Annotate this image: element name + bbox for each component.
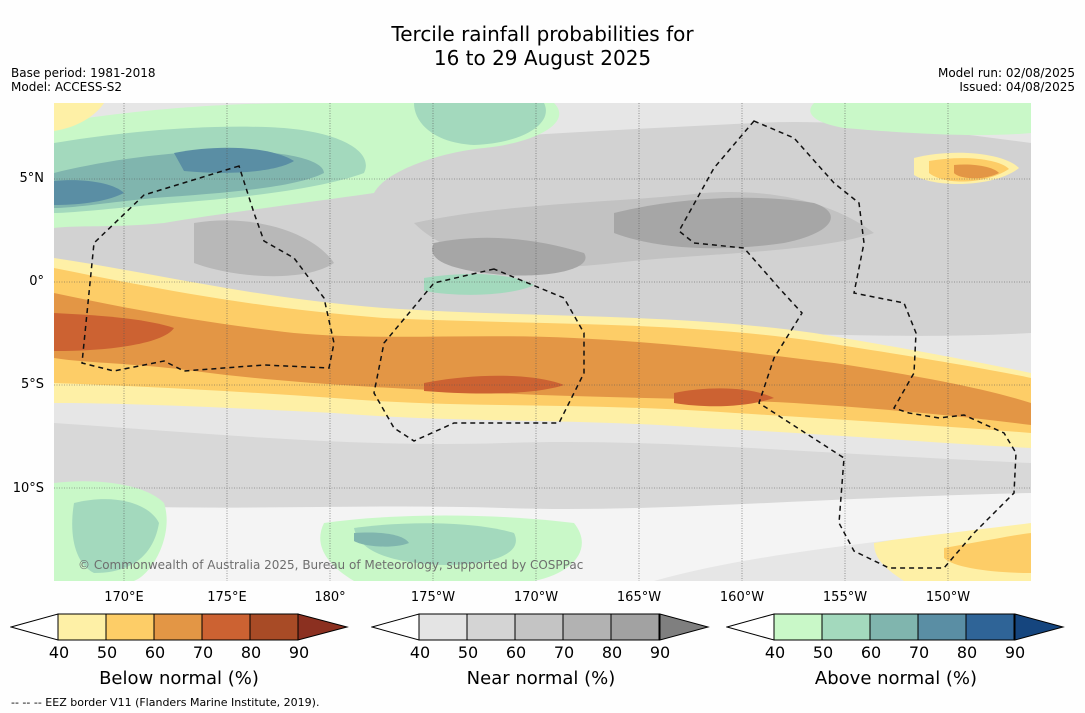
colorbar-below-min-triangle (10, 613, 59, 641)
colorbar-swatch (418, 613, 468, 641)
above-normal-strip-equator (424, 273, 534, 295)
rainfall-map (54, 103, 1031, 581)
cb-below-tick-90: 90 (288, 643, 310, 662)
colorbar-near-max-triangle (659, 613, 710, 641)
below-normal-core-ne (954, 164, 999, 179)
lon-label-165w: 165°W (616, 590, 662, 605)
eez-footnote: -- -- -- EEZ border V11 (Flanders Marine… (11, 696, 320, 709)
cb-below-tick-40: 40 (48, 643, 70, 662)
colorbar-label-below: Below normal (%) (99, 668, 259, 689)
eez-borders (81, 120, 1017, 569)
issued-date: Issued: 04/08/2025 (959, 80, 1075, 94)
colorbar-swatch (153, 613, 203, 641)
meta-right: Model run: 02/08/2025 Issued: 04/08/2025 (938, 66, 1075, 94)
colorbar-swatch (105, 613, 155, 641)
cb-near-tick-80: 80 (601, 643, 623, 662)
base-period: Base period: 1981-2018 (11, 66, 156, 80)
copyright-notice: © Commonwealth of Australia 2025, Bureau… (78, 558, 584, 572)
colorbar-label-near: Near normal (%) (466, 668, 616, 689)
colorbar-above-normal (726, 613, 1065, 641)
colorbar-near-swatches (418, 613, 660, 641)
lon-label-170e: 170°E (104, 590, 144, 605)
cb-below-tick-60: 60 (144, 643, 166, 662)
near-normal-core (614, 197, 831, 249)
colorbar-swatch (201, 613, 251, 641)
cb-below-tick-80: 80 (240, 643, 262, 662)
colorbar-label-above: Above normal (%) (814, 668, 978, 689)
lat-label-5s: 5°S (20, 377, 44, 392)
cb-near-tick-60: 60 (505, 643, 527, 662)
title-line-1: Tercile rainfall probabilities for (391, 22, 694, 46)
above-normal-region-northeast (810, 103, 1031, 136)
colorbar-swatch (562, 613, 612, 641)
colorbar-swatch (869, 613, 919, 641)
cb-near-tick-50: 50 (457, 643, 479, 662)
graticule (54, 103, 1031, 581)
cb-above-tick-90: 90 (1004, 643, 1026, 662)
colorbar-below-swatches (57, 613, 299, 641)
lon-label-175w: 175°W (410, 590, 456, 605)
colorbar-near-min-triangle (371, 613, 420, 641)
near-normal-patch (194, 220, 334, 277)
lon-label-170w: 170°W (513, 590, 559, 605)
colorbar-swatch (249, 613, 299, 641)
colorbar-above-min-triangle (726, 613, 775, 641)
model-run: Model run: 02/08/2025 (937, 66, 1075, 80)
lon-label-180: 180° (314, 590, 346, 605)
near-normal-core-2 (432, 237, 586, 276)
lon-label-155w: 155°W (822, 590, 868, 605)
below-normal-patch-nw (54, 103, 104, 131)
cb-above-tick-40: 40 (764, 643, 786, 662)
map-title: Tercile rainfall probabilities for 16 to… (0, 22, 1085, 70)
colorbar-swatch (57, 613, 107, 641)
above-normal-region-south-central-2 (354, 523, 516, 565)
cb-above-tick-70: 70 (908, 643, 930, 662)
eez-kiribati-line (678, 120, 1017, 569)
lat-label-10s: 10°S (12, 481, 44, 496)
colorbar-above-max-triangle (1014, 613, 1065, 641)
colorbar-swatch (466, 613, 516, 641)
colorbar-near-normal (371, 613, 710, 641)
cb-above-tick-50: 50 (812, 643, 834, 662)
colorbar-above-swatches (773, 613, 1015, 641)
colorbar-swatch (610, 613, 660, 641)
below-normal-band-70-west (54, 313, 174, 351)
below-normal-band-70-east (674, 388, 774, 407)
above-normal-region-north-central (414, 103, 546, 145)
above-normal-region-southwest-2 (72, 499, 159, 573)
lon-label-175e: 175°E (207, 590, 247, 605)
lat-label-equator: 0° (29, 274, 44, 289)
colorbar-swatch (965, 613, 1015, 641)
cb-near-tick-70: 70 (553, 643, 575, 662)
above-normal-core-south (354, 532, 409, 547)
above-normal-core-nw (174, 147, 294, 173)
colorbar-swatch (917, 613, 967, 641)
title-line-2: 16 to 29 August 2025 (433, 46, 652, 70)
cb-above-tick-80: 80 (956, 643, 978, 662)
colorbar-below-normal (10, 613, 349, 641)
eez-kiribati-phoenix (373, 268, 585, 442)
lat-label-5n: 5°N (19, 171, 45, 186)
lon-label-160w: 160°W (719, 590, 765, 605)
model-name: Model: ACCESS-S2 (11, 80, 123, 94)
cb-below-tick-70: 70 (192, 643, 214, 662)
eez-kiribati-gilbert (81, 165, 335, 372)
above-normal-core-w (54, 180, 124, 205)
colorbar-swatch (514, 613, 564, 641)
below-normal-band-60 (54, 293, 1031, 425)
meta-left: Base period: 1981-2018 Model: ACCESS-S2 (11, 66, 156, 94)
colorbar-below-max-triangle (297, 613, 349, 641)
cb-below-tick-50: 50 (96, 643, 118, 662)
below-normal-band-south-east-2 (944, 533, 1031, 573)
cb-near-tick-40: 40 (409, 643, 431, 662)
colorbar-swatch (821, 613, 871, 641)
cb-near-tick-90: 90 (649, 643, 671, 662)
lon-label-150w: 150°W (925, 590, 971, 605)
cb-above-tick-60: 60 (860, 643, 882, 662)
below-normal-band-70-center (424, 375, 564, 394)
colorbar-swatch (773, 613, 823, 641)
